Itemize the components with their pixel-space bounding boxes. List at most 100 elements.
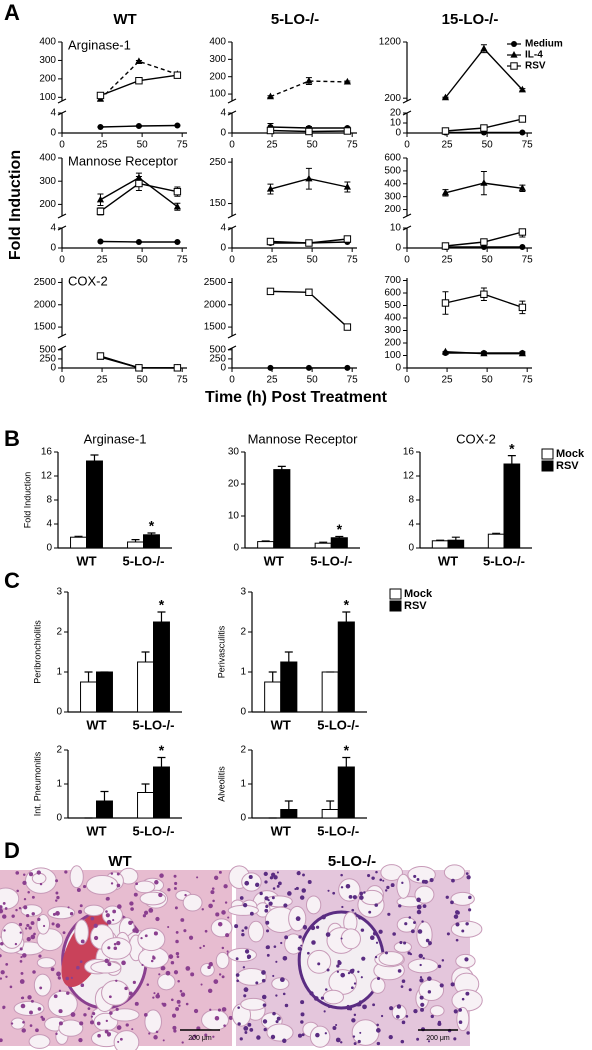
x-tick-label: 50 bbox=[482, 375, 494, 386]
significance-mark: * bbox=[149, 518, 155, 534]
bar bbox=[264, 681, 282, 713]
nucleus bbox=[332, 1026, 337, 1030]
nucleus bbox=[353, 982, 357, 985]
nucleus bbox=[179, 989, 183, 993]
nucleus bbox=[453, 1009, 458, 1014]
nucleus bbox=[202, 944, 205, 948]
nucleus bbox=[421, 879, 426, 884]
nucleus bbox=[437, 1022, 442, 1027]
nucleus bbox=[172, 1025, 177, 1030]
y-tick-label: 0 bbox=[395, 243, 401, 254]
nucleus bbox=[461, 997, 465, 1001]
nucleus bbox=[374, 955, 378, 959]
nucleus bbox=[167, 888, 171, 892]
error-bar bbox=[100, 790, 109, 801]
nucleus bbox=[313, 996, 319, 1001]
series-line bbox=[444, 47, 523, 99]
significance-mark: * bbox=[509, 440, 515, 456]
nucleus bbox=[104, 1029, 109, 1034]
nucleus bbox=[300, 944, 303, 947]
nucleus bbox=[215, 912, 220, 917]
nucleus bbox=[265, 904, 269, 909]
nucleus bbox=[241, 929, 245, 932]
y-tick-label: 2000 bbox=[34, 299, 57, 310]
y-axis-label: Alveolitis bbox=[216, 766, 226, 802]
nucleus bbox=[401, 881, 404, 884]
nucleus bbox=[0, 905, 3, 909]
data-point bbox=[480, 238, 488, 246]
nucleus bbox=[404, 922, 408, 926]
nucleus bbox=[401, 1020, 406, 1025]
nucleus bbox=[340, 886, 344, 889]
y-axis-label: Int. Pneumonitis bbox=[32, 751, 42, 816]
nucleus bbox=[264, 880, 268, 884]
y-tick-label: 0 bbox=[233, 543, 239, 554]
alveolus bbox=[85, 875, 119, 895]
nucleus bbox=[244, 949, 250, 954]
nucleus bbox=[115, 979, 118, 983]
nucleus bbox=[360, 928, 365, 932]
nucleus bbox=[58, 1021, 63, 1026]
scale-bar-label: 200 μm bbox=[426, 1035, 450, 1042]
y-tick-label: 250 bbox=[209, 157, 226, 168]
nucleus bbox=[263, 1027, 267, 1032]
nucleus bbox=[295, 916, 301, 922]
nucleus bbox=[353, 1013, 357, 1017]
nucleus bbox=[66, 991, 70, 995]
nucleus bbox=[173, 1029, 177, 1033]
nucleus bbox=[271, 896, 275, 900]
x-tick-label: 50 bbox=[307, 140, 319, 151]
nucleus bbox=[107, 1033, 111, 1037]
nucleus bbox=[374, 903, 379, 907]
error-bar bbox=[326, 800, 335, 810]
bar bbox=[86, 460, 103, 549]
nucleus bbox=[212, 899, 215, 903]
nucleus bbox=[180, 992, 186, 997]
data-point bbox=[519, 244, 526, 250]
nucleus bbox=[214, 1016, 220, 1021]
nucleus bbox=[445, 895, 449, 899]
alveolus bbox=[74, 919, 89, 946]
nucleus bbox=[408, 988, 412, 992]
y-tick-label: 0 bbox=[240, 707, 246, 718]
data-point bbox=[266, 92, 275, 100]
nucleus bbox=[249, 1028, 254, 1032]
x-tick-label: 25 bbox=[97, 140, 109, 151]
nucleus bbox=[297, 946, 302, 951]
data-point bbox=[480, 179, 488, 186]
data-point bbox=[135, 123, 142, 129]
y-tick-label: 300 bbox=[39, 176, 56, 187]
legend-label: Medium bbox=[525, 39, 563, 50]
chart-title: Arginase-1 bbox=[84, 431, 147, 446]
nucleus bbox=[204, 1033, 208, 1037]
nucleus bbox=[272, 887, 276, 890]
nucleus bbox=[2, 1007, 5, 1010]
nucleus bbox=[15, 908, 18, 912]
data-point bbox=[343, 183, 351, 190]
nucleus bbox=[396, 1014, 400, 1019]
nucleus bbox=[174, 906, 178, 910]
y-tick-label: 0 bbox=[395, 363, 401, 374]
nucleus bbox=[37, 917, 41, 922]
bar bbox=[273, 469, 291, 549]
nucleus bbox=[109, 1011, 113, 1015]
y-tick-label: 500 bbox=[209, 344, 226, 355]
nucleus bbox=[143, 1013, 148, 1017]
nucleus bbox=[173, 970, 179, 975]
y-tick-label: 150 bbox=[209, 198, 226, 209]
nucleus bbox=[30, 921, 35, 925]
y-tick-label: 4 bbox=[408, 519, 414, 530]
nucleus bbox=[20, 1003, 26, 1009]
y-tick-label: 16 bbox=[41, 447, 53, 458]
nucleus bbox=[239, 896, 244, 900]
x-tick-label: 75 bbox=[347, 140, 359, 151]
nucleus bbox=[37, 1007, 42, 1011]
error-bar bbox=[157, 756, 166, 767]
nucleus bbox=[413, 921, 416, 925]
x-tick-label: 0 bbox=[404, 255, 410, 266]
nucleus bbox=[387, 912, 391, 916]
nucleus bbox=[218, 973, 222, 976]
nucleus bbox=[0, 908, 4, 914]
x-tick-label: 0 bbox=[229, 140, 235, 151]
nucleus bbox=[325, 932, 331, 937]
